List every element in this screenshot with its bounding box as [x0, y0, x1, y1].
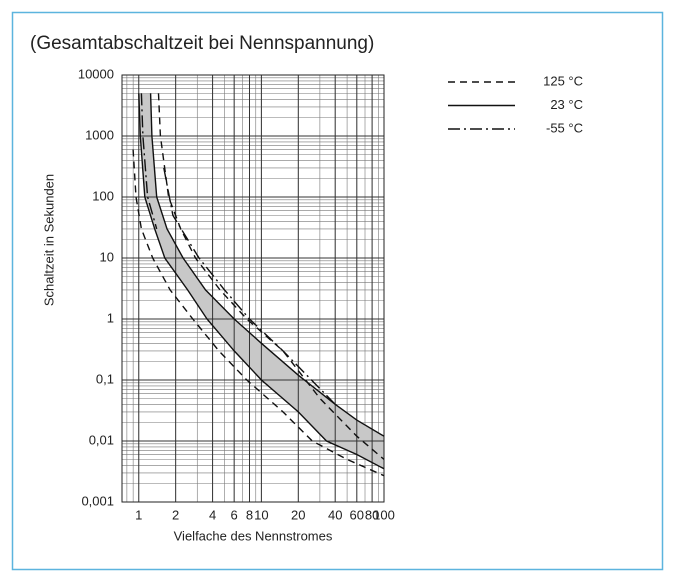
x-tick-label: 1 — [135, 507, 142, 522]
curve — [157, 93, 385, 460]
x-tick-label: 10 — [254, 507, 268, 522]
y-tick-label: 10 — [100, 249, 114, 264]
frame — [11, 11, 664, 571]
x-tick-label: 40 — [328, 507, 342, 522]
band — [138, 93, 384, 469]
y-axis-label: Schaltzeit in Sekunden — [41, 174, 56, 306]
legend-label: 23 °C — [550, 97, 583, 112]
y-tick-label: 0,01 — [89, 432, 114, 447]
curve — [149, 93, 385, 437]
x-tick-label: 8 — [246, 507, 253, 522]
x-tick-label: 100 — [373, 507, 395, 522]
y-tick-label: 10000 — [78, 66, 114, 81]
x-tick-label: 20 — [291, 507, 305, 522]
plot-border — [121, 74, 385, 503]
curve — [132, 149, 385, 477]
x-tick-label: 80 — [365, 507, 379, 522]
y-tick-label: 0,1 — [96, 371, 114, 386]
curve — [163, 167, 336, 405]
y-tick-label: 1 — [107, 310, 114, 325]
legend-label: 125 °C — [543, 73, 583, 88]
chart-title: (Gesamtabschaltzeit bei Nennspannung) — [30, 33, 374, 54]
x-tick-label: 60 — [350, 507, 364, 522]
y-tick-label: 0,001 — [81, 493, 114, 508]
y-tick-label: 100 — [92, 188, 114, 203]
x-tick-label: 4 — [209, 507, 216, 522]
y-tick-label: 1000 — [85, 127, 114, 142]
curve — [140, 93, 158, 230]
x-tick-label: 2 — [172, 507, 179, 522]
x-axis-label: Vielfache des Nennstromes — [174, 528, 333, 543]
curve — [138, 93, 385, 470]
legend-label: -55 °C — [546, 120, 583, 135]
x-tick-label: 6 — [231, 507, 238, 522]
